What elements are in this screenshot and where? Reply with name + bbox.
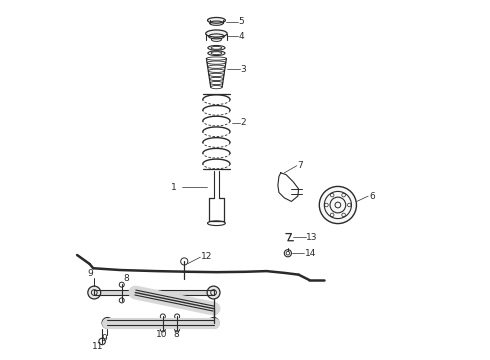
Text: 9: 9	[101, 334, 107, 343]
Text: 8: 8	[173, 330, 179, 339]
Text: 3: 3	[241, 65, 246, 74]
Text: 7: 7	[297, 161, 303, 170]
Ellipse shape	[207, 18, 225, 23]
Text: 2: 2	[241, 118, 246, 127]
Text: 6: 6	[369, 192, 375, 201]
Text: 12: 12	[201, 252, 213, 261]
Circle shape	[102, 318, 113, 328]
Text: 10: 10	[156, 330, 168, 339]
Text: 13: 13	[306, 233, 318, 242]
Circle shape	[208, 318, 219, 328]
Text: 14: 14	[305, 249, 316, 258]
Text: 1: 1	[172, 183, 177, 192]
Text: 9: 9	[88, 269, 94, 278]
Text: 5: 5	[239, 17, 245, 26]
Text: 11: 11	[92, 342, 103, 351]
Circle shape	[207, 286, 220, 299]
Circle shape	[88, 286, 100, 299]
Polygon shape	[94, 290, 214, 295]
Circle shape	[319, 186, 356, 224]
Ellipse shape	[206, 30, 227, 37]
Text: 4: 4	[239, 32, 244, 41]
Text: 8: 8	[123, 274, 129, 283]
